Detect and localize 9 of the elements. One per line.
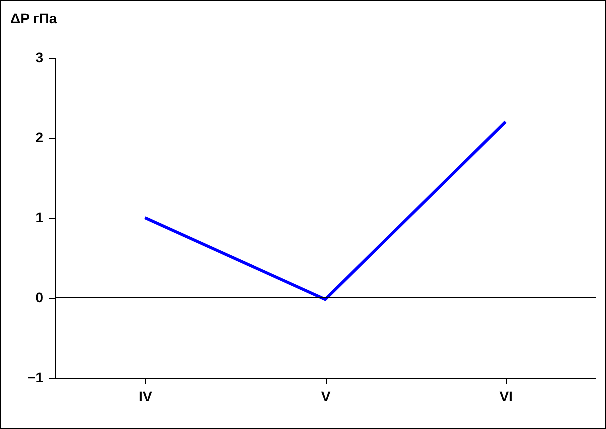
y-tick-label: 2 [36,130,44,146]
x-tick-label: IV [139,388,153,404]
y-tick-label: 0 [36,290,44,306]
x-tick-label: V [321,388,332,404]
y-tick-label: 1 [36,210,44,226]
y-tick-label: −1 [28,370,44,386]
y-tick-label: 3 [36,50,44,66]
x-tick-label: VI [500,388,513,404]
y-axis-title: ΔP гПа [10,10,58,26]
